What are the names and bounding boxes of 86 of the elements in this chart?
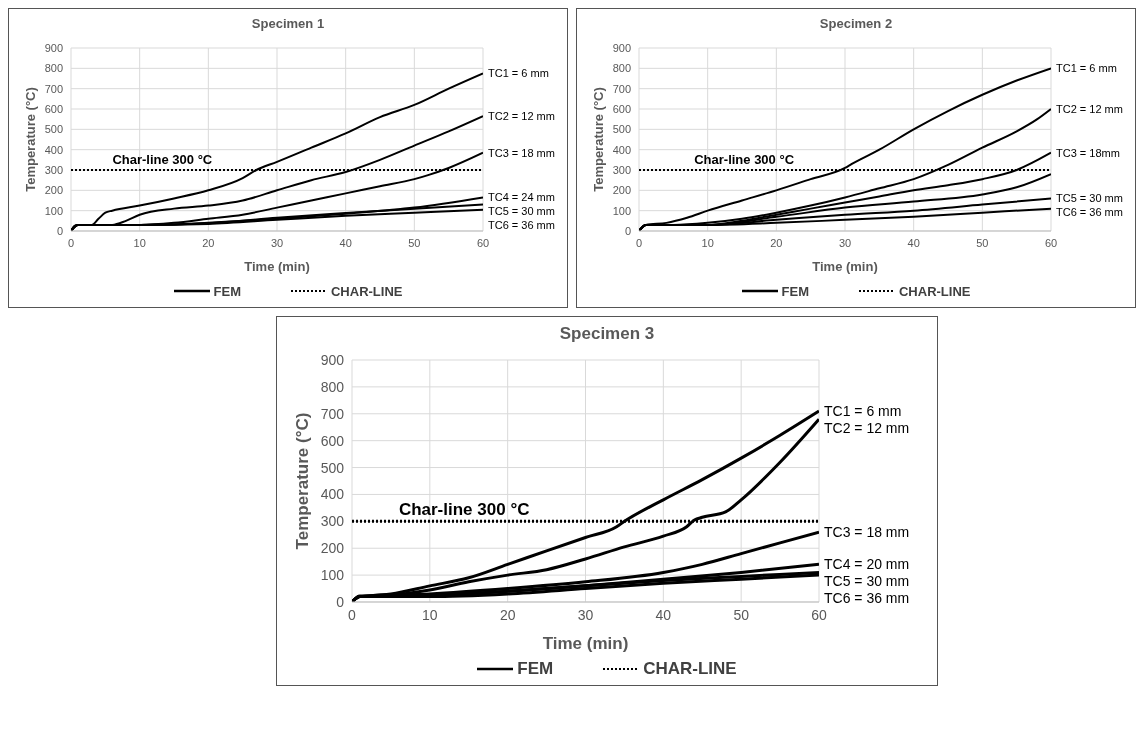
- x-tick-label: 40: [907, 236, 920, 249]
- x-tick-label: 50: [733, 606, 750, 623]
- y-tick-label: 600: [320, 432, 345, 449]
- legend-title: FEM: [212, 283, 241, 299]
- x-tick-label: 30: [838, 236, 852, 249]
- y-tick-label: 300: [44, 163, 63, 176]
- series-label: TC3 = 18mm: [1056, 146, 1120, 159]
- chart-title: Specimen 3: [558, 323, 656, 345]
- y-tick-label: 100: [320, 567, 345, 584]
- y-axis-title: Temperature (°C): [590, 87, 606, 192]
- x-axis-title: Time (min): [812, 259, 878, 274]
- y-tick-label: 900: [612, 41, 631, 54]
- series-label: TC6 = 36 mm: [1056, 206, 1123, 219]
- y-tick-label: 400: [320, 486, 345, 503]
- series-label: TC5 = 30 mm: [824, 573, 910, 590]
- x-axis-title: Time (min): [244, 259, 310, 274]
- legend-title: FEM: [780, 283, 809, 299]
- x-tick-label: 30: [577, 606, 594, 623]
- x-tick-label: 0: [348, 606, 357, 623]
- x-tick-label: 50: [976, 236, 989, 249]
- x-tick-label: 10: [701, 236, 714, 249]
- legend-label: CHAR-LINE: [642, 659, 737, 679]
- series-label: TC2 = 12 mm: [488, 109, 555, 122]
- y-tick-label: 200: [320, 540, 345, 557]
- y-tick-label: 600: [612, 102, 631, 115]
- y-tick-label: 100: [44, 204, 63, 217]
- series-label: TC3 = 18 mm: [488, 146, 555, 159]
- x-tick-label: 10: [422, 606, 438, 623]
- y-tick-label: 300: [320, 513, 345, 530]
- x-tick-label: 40: [339, 236, 352, 249]
- y-tick-label: 500: [44, 123, 63, 136]
- series-label: TC4 = 24 mm: [488, 191, 555, 204]
- y-tick-label: 900: [44, 41, 63, 54]
- legend-title: FEM: [516, 659, 554, 679]
- chart-title: Specimen 2: [818, 15, 894, 33]
- series-label: TC5 = 30 mm: [488, 205, 555, 218]
- y-tick-label: 400: [44, 143, 63, 156]
- series-label: TC6 = 36 mm: [824, 590, 910, 607]
- y-axis-title: Temperature (°C): [293, 412, 313, 550]
- legend-label: CHAR-LINE: [329, 283, 403, 299]
- annotation: Char-line 300 °C: [112, 152, 213, 167]
- y-tick-label: 500: [612, 123, 631, 136]
- y-tick-label: 800: [44, 62, 63, 75]
- x-tick-label: 50: [408, 236, 421, 249]
- y-tick-label: 200: [44, 184, 63, 197]
- x-tick-label: 20: [202, 236, 215, 249]
- x-tick-label: 60: [476, 236, 490, 249]
- x-tick-label: 0: [635, 236, 643, 249]
- series-label: TC4 = 20 mm: [824, 556, 910, 573]
- y-tick-label: 200: [612, 184, 631, 197]
- y-axis-title: Temperature (°C): [22, 87, 38, 192]
- series-label: TC1 = 6 mm: [1056, 62, 1117, 75]
- y-tick-label: 500: [320, 459, 345, 476]
- y-tick-label: 800: [612, 62, 631, 75]
- y-tick-label: 900: [320, 351, 345, 368]
- x-tick-label: 20: [499, 606, 516, 623]
- y-tick-label: 0: [336, 593, 345, 610]
- x-axis-title: Time (min): [542, 634, 629, 653]
- series-label: TC1 = 6 mm: [824, 402, 902, 419]
- series-label: TC2 = 12 mm: [824, 419, 910, 436]
- y-tick-label: 700: [320, 405, 345, 422]
- annotation: Char-line 300 °C: [694, 152, 795, 167]
- y-tick-label: 600: [44, 102, 63, 115]
- series-label: TC6 = 36 mm: [488, 219, 555, 232]
- x-tick-label: 60: [811, 606, 827, 623]
- x-tick-label: 10: [133, 236, 146, 249]
- x-tick-label: 40: [655, 606, 672, 623]
- y-tick-label: 700: [612, 82, 631, 95]
- x-tick-label: 20: [770, 236, 783, 249]
- y-tick-label: 0: [624, 224, 631, 237]
- annotation: Char-line 300 °C: [398, 500, 530, 520]
- y-tick-label: 300: [612, 163, 631, 176]
- x-tick-label: 0: [67, 236, 75, 249]
- series-label: TC2 = 12 mm: [1056, 102, 1123, 115]
- legend-label: CHAR-LINE: [897, 283, 971, 299]
- y-tick-label: 0: [56, 224, 63, 237]
- y-tick-label: 800: [320, 378, 345, 395]
- x-tick-label: 30: [270, 236, 284, 249]
- series-label: TC3 = 18 mm: [824, 523, 910, 540]
- y-tick-label: 100: [612, 204, 631, 217]
- x-tick-label: 60: [1044, 236, 1058, 249]
- y-tick-label: 400: [612, 143, 631, 156]
- series-label: TC5 = 30 mm: [1056, 192, 1123, 205]
- y-tick-label: 700: [44, 82, 63, 95]
- series-label: TC1 = 6 mm: [488, 67, 549, 80]
- chart-title: Specimen 1: [250, 15, 326, 33]
